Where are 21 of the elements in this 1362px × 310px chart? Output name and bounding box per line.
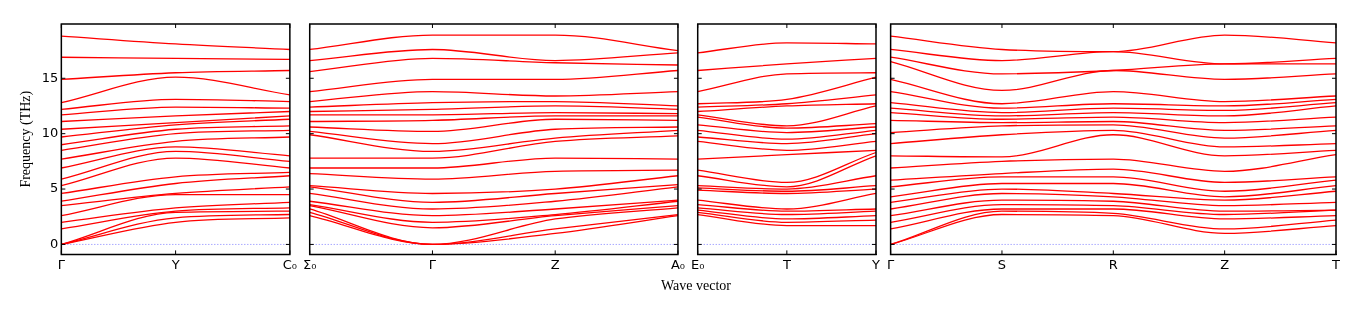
x-tick-label: R (1108, 256, 1118, 272)
x-tick-label: Σ₀ (302, 256, 317, 272)
x-tick-label: E₀ (690, 256, 705, 272)
x-tick-label: C₀ (282, 256, 297, 272)
x-tick-label: Γ (428, 256, 437, 272)
x-tick-label: A₀ (670, 256, 685, 272)
x-tick-label: Z (550, 256, 560, 272)
x-tick-label: Γ (57, 256, 66, 272)
x-tick-label: T (781, 256, 791, 272)
y-axis-title: Frequency (THz) (18, 90, 35, 188)
x-tick-label: Γ (887, 256, 895, 272)
y-tick-label: 10 (41, 125, 59, 141)
x-tick-label: S (997, 256, 1007, 272)
x-axis-title: Wave vector (660, 278, 732, 294)
y-tick-label: 0 (50, 235, 59, 251)
x-tick-label: Y (170, 256, 180, 272)
x-tick-label: Z (1220, 256, 1230, 272)
y-tick-label: 15 (41, 69, 59, 85)
x-tick-label: Y (871, 256, 881, 272)
y-tick-label: 5 (50, 180, 59, 196)
x-tick-label: T (1331, 256, 1341, 272)
